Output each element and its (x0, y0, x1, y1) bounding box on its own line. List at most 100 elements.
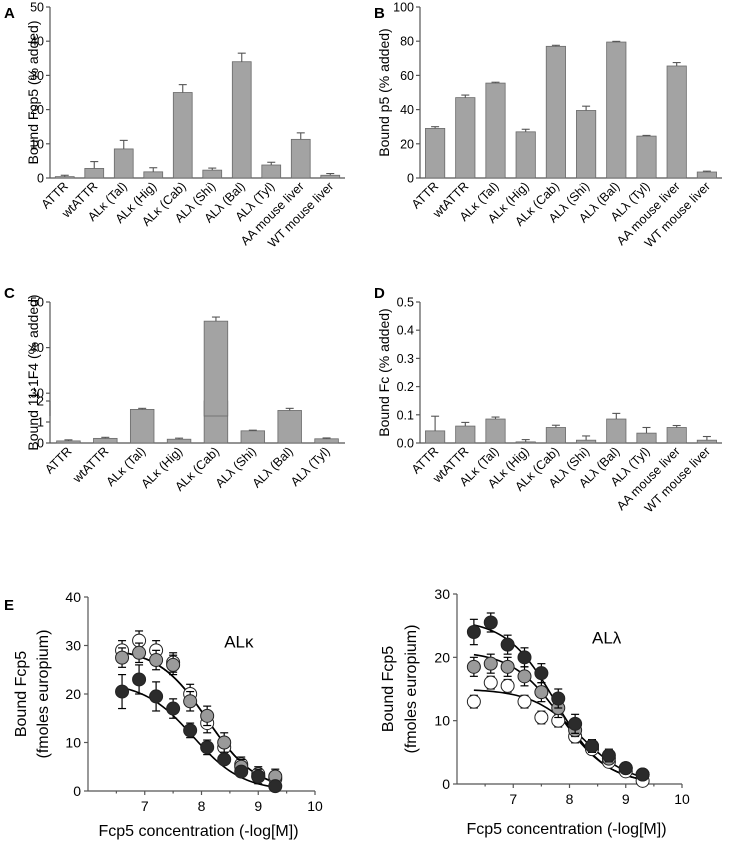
y-tick-label: 50 (30, 1, 44, 15)
bar-upper (203, 320, 229, 417)
y-tick-label: 20 (65, 686, 81, 702)
bar (54, 176, 75, 179)
y-tick-label: 30 (65, 638, 81, 654)
bar (455, 97, 476, 179)
y-tick-label: 30 (30, 69, 44, 83)
bar (277, 410, 302, 444)
y-tick-label: 0.2 (397, 380, 414, 394)
bar (545, 427, 566, 444)
bar (166, 438, 192, 444)
bar (425, 128, 446, 179)
y-axis-title: Bound Fcp5 (% added) (25, 21, 41, 165)
x-tick-label: 8 (198, 798, 206, 814)
y-axis-title-line: (fmoles europium) (403, 625, 420, 754)
bar (320, 174, 341, 179)
bar (231, 61, 252, 179)
x-tick-label: 8 (566, 791, 574, 807)
y-tick-label: 0.0 (397, 437, 414, 451)
bar (261, 164, 282, 179)
data-point-gray (200, 708, 215, 723)
bar (240, 430, 266, 444)
data-point-black (483, 615, 498, 630)
data-point-black (585, 739, 599, 753)
bar (515, 131, 536, 179)
y-tick-label: 40 (30, 35, 44, 49)
panel-label: A (4, 5, 15, 22)
bar (576, 439, 597, 444)
y-tick-label: 30 (434, 586, 450, 602)
y-tick-label: 0.1 (397, 408, 414, 422)
fit-curve-gray (121, 651, 276, 784)
data-point-black (635, 767, 650, 782)
series-annotation: ALκ (224, 632, 254, 651)
y-tick-label: 0 (73, 783, 81, 799)
bar (425, 430, 446, 444)
y-tick-label: 40 (65, 589, 81, 605)
data-point-gray (149, 653, 164, 668)
category-label: ALλ (Tyl) (288, 444, 333, 489)
x-tick-label: 9 (622, 791, 630, 807)
category-label: ALλ (Bal) (250, 444, 296, 490)
scatter-chart-E1: E 0 10 20 30 40 7 8 9 10 Fcp5 concentration (-log[… (4, 589, 323, 840)
panel-label: B (374, 5, 385, 22)
data-point-black (132, 672, 147, 687)
data-point-white (466, 694, 481, 709)
y-tick-label: 0.4 (397, 324, 414, 338)
bar (314, 438, 339, 444)
y-tick-label: 0 (37, 437, 44, 451)
data-point-gray (500, 659, 515, 674)
data-point-black (618, 761, 633, 776)
bar (666, 65, 687, 179)
category-label: ATTR (42, 444, 74, 476)
bar (485, 418, 506, 444)
data-point-black (601, 748, 616, 763)
data-point-gray (115, 650, 130, 665)
panel-label: E (4, 597, 14, 614)
y-tick-label: 2 (37, 395, 44, 409)
y-tick-label: 0 (37, 172, 44, 186)
series-annotation: ALλ (592, 628, 622, 647)
data-point-black (551, 691, 566, 706)
x-tick-label: 9 (254, 798, 262, 814)
data-point-gray (132, 645, 147, 660)
bar (696, 439, 717, 444)
bar (143, 171, 164, 179)
panel-label: C (4, 285, 15, 302)
data-point-gray (183, 694, 198, 709)
data-point-white (534, 710, 549, 725)
data-point-black (166, 701, 181, 716)
data-point-gray (517, 669, 532, 684)
data-point-gray (534, 685, 549, 700)
bar (515, 441, 536, 444)
panel-label: D (374, 285, 385, 302)
scatter-chart-E2: 0 10 20 30 7 8 9 10 Fcp5 concentration (-log[M])… (380, 586, 690, 838)
data-point-black (466, 625, 481, 639)
y-tick-label: 100 (393, 1, 414, 15)
data-point-gray (217, 735, 232, 750)
y-tick-label: 40 (400, 103, 414, 117)
data-point-black (234, 764, 249, 779)
bar (485, 82, 506, 179)
y-tick-label: 10 (434, 713, 450, 729)
x-axis-title: Fcp5 concentration (-log[M]) (98, 823, 298, 840)
y-axis-title: Bound 11-1F4 (% added) (25, 294, 41, 450)
bar (290, 138, 311, 179)
bar (696, 171, 717, 179)
y-tick-label: 0 (407, 172, 414, 186)
y-axis-title-line: (fmoles europium) (35, 630, 52, 759)
y-axis-title: Bound p5 (% added) (376, 28, 392, 156)
y-tick-label: 10 (65, 735, 81, 751)
y-axis-title: Bound Fc (% added) (376, 308, 392, 436)
x-tick-label: 10 (307, 798, 323, 814)
y-tick-label: 60 (400, 69, 414, 83)
bar (576, 110, 597, 179)
x-tick-label: 7 (509, 791, 517, 807)
data-point-black (517, 650, 532, 665)
data-point-gray (166, 657, 181, 672)
bar (129, 408, 155, 444)
